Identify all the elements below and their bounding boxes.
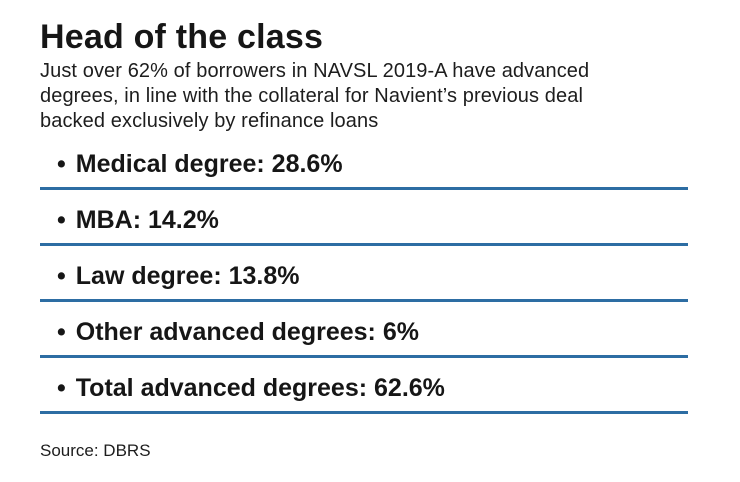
stat-text: Medical degree: 28.6%	[75, 150, 343, 178]
page-title: Head of the class	[40, 18, 324, 56]
bullet-icon: •	[57, 262, 66, 290]
source-note: Source: DBRS	[40, 441, 151, 460]
bullet-icon: •	[57, 150, 66, 178]
degree-stat-list: • Medical degree: 28.6% • MBA: 14.2% • L…	[40, 134, 688, 414]
list-item-total-advanced: • Total advanced degrees: 62.6%	[40, 358, 688, 414]
bullet-icon: •	[57, 318, 66, 346]
subtitle-line-3: backed exclusively by refinance loans	[40, 110, 379, 132]
stat-text: Total advanced degrees: 62.6%	[75, 374, 445, 402]
bullet-icon: •	[57, 374, 66, 402]
chart-subtitle: Just over 62% of borrowers in NAVSL 2019…	[40, 59, 688, 134]
bullet-icon: •	[57, 206, 66, 234]
list-item-other-advanced: • Other advanced degrees: 6%	[40, 302, 688, 358]
stat-text: MBA: 14.2%	[75, 206, 219, 234]
list-item-mba: • MBA: 14.2%	[40, 190, 688, 246]
subtitle-line-1: Just over 62% of borrowers in NAVSL 2019…	[40, 60, 590, 82]
subtitle-line-2: degrees, in line with the collateral for…	[40, 85, 583, 107]
stat-text: Law degree: 13.8%	[75, 262, 300, 290]
stat-text: Other advanced degrees: 6%	[75, 318, 419, 346]
list-item-medical-degree: • Medical degree: 28.6%	[40, 134, 688, 190]
list-item-law-degree: • Law degree: 13.8%	[40, 246, 688, 302]
